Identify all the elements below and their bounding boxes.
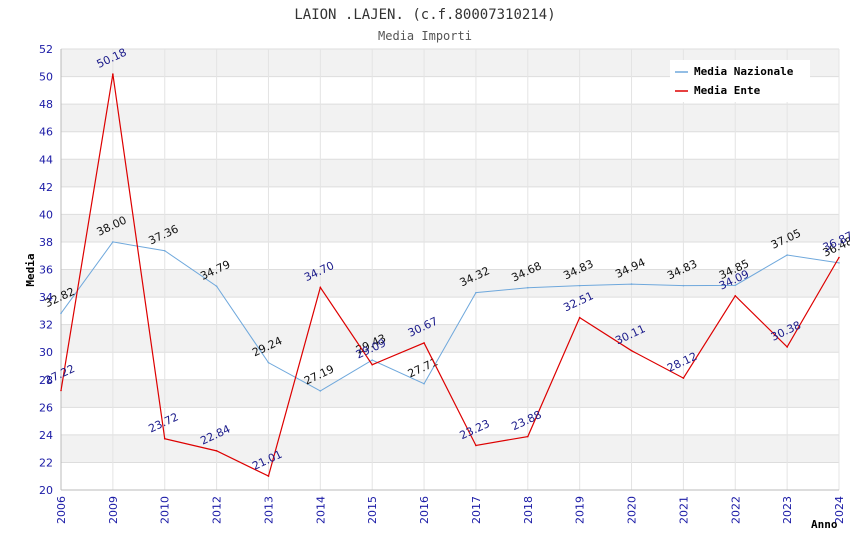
legend-label-ente: Media Ente [694, 84, 761, 97]
x-axis-label: Anno [811, 518, 838, 531]
point-ente [734, 295, 737, 297]
x-tick-label: 2024 [833, 496, 846, 524]
x-tick-label: 2021 [677, 496, 690, 524]
point-nazionale [527, 286, 529, 289]
point-nazionale [475, 291, 477, 294]
x-tick-label: 2010 [159, 496, 172, 524]
grid-band [61, 407, 839, 435]
grid-band [61, 352, 839, 380]
y-tick-label: 42 [39, 181, 53, 194]
grid-band [61, 186, 839, 215]
x-axis-ticks: 2006 2009 2010 2012 2013 2014 2015 2016 2017 2018… [55, 496, 846, 524]
point-nazionale [60, 312, 62, 315]
x-tick-label: 2016 [418, 496, 431, 524]
point-nazionale [578, 284, 581, 287]
grid-band [61, 131, 839, 160]
grid-band [61, 462, 839, 490]
y-tick-label: 50 [39, 71, 53, 84]
gridlines [60, 48, 840, 491]
y-tick-label: 32 [39, 319, 53, 332]
x-tick-label: 2019 [574, 496, 587, 524]
y-tick-label: 36 [39, 264, 53, 277]
y-tick-label: 28 [39, 374, 53, 387]
x-tick-label: 2009 [107, 496, 120, 524]
grid-band [61, 159, 839, 187]
y-tick-label: 52 [39, 43, 53, 56]
grid-band [61, 434, 839, 463]
point-nazionale [734, 284, 737, 287]
point-ente [371, 363, 374, 366]
y-tick-label: 24 [39, 429, 53, 442]
x-tick-label: 2014 [314, 496, 327, 524]
x-tick-label: 2018 [522, 496, 535, 524]
point-nazionale [215, 285, 218, 287]
grid-bands [61, 49, 839, 490]
y-tick-label: 48 [39, 98, 53, 111]
point-nazionale [319, 390, 322, 392]
x-tick-label: 2013 [262, 496, 275, 524]
point-ente [319, 286, 322, 289]
point-nazionale [267, 361, 270, 364]
point-ente [112, 73, 114, 75]
x-tick-label: 2023 [781, 496, 794, 524]
point-nazionale [682, 284, 685, 287]
x-tick-label: 2022 [729, 496, 742, 524]
chart-subtitle: Media Importi [378, 29, 472, 43]
y-axis-label: Media [24, 253, 37, 286]
chart-title: LAION .LAJEN. (c.f.80007310214) [294, 7, 555, 23]
point-ente [682, 377, 685, 379]
point-ente [838, 256, 840, 259]
series-line-nazionale [60, 241, 840, 392]
point-ente [60, 389, 62, 392]
point-ente [475, 444, 477, 447]
x-tick-label: 2015 [366, 496, 379, 524]
point-ente [578, 316, 581, 319]
grid-band [61, 104, 839, 132]
point-ente [423, 342, 425, 344]
y-tick-label: 44 [39, 153, 53, 166]
point-ente [163, 437, 166, 440]
legend-label-nazionale: Media Nazionale [694, 65, 794, 78]
point-ente [267, 475, 270, 477]
point-nazionale [112, 241, 114, 243]
y-tick-label: 30 [39, 346, 53, 359]
y-tick-label: 22 [39, 456, 53, 469]
point-ente [527, 435, 529, 438]
y-tick-label: 38 [39, 236, 53, 249]
point-nazionale [163, 249, 166, 252]
y-tick-label: 26 [39, 401, 53, 414]
x-tick-label: 2020 [626, 496, 639, 524]
x-tick-label: 2017 [470, 496, 483, 524]
legend: Media Nazionale Media Ente [670, 60, 810, 102]
legend-box [670, 60, 810, 102]
y-tick-label: 20 [39, 484, 53, 497]
y-tick-label: 34 [39, 291, 53, 304]
grid-band [61, 241, 839, 270]
series-line-ente [60, 73, 840, 477]
point-ente [215, 450, 218, 452]
grid-band [61, 297, 839, 325]
grid-band [61, 269, 839, 298]
point-ente [630, 349, 633, 352]
y-tick-label: 40 [39, 208, 53, 221]
point-nazionale [423, 382, 425, 385]
x-tick-label: 2012 [211, 496, 224, 524]
y-tick-label: 46 [39, 126, 53, 139]
grid-band [61, 214, 839, 242]
point-ente [786, 346, 788, 348]
point-nazionale [786, 254, 788, 256]
point-nazionale [371, 359, 374, 361]
x-tick-label: 2006 [55, 496, 68, 524]
point-nazionale [630, 283, 633, 285]
y-axis-ticks: 20 22 24 26 28 30 32 34 36 38 40 42 44 46 48 50 52 [39, 43, 53, 497]
point-nazionale [838, 262, 840, 264]
